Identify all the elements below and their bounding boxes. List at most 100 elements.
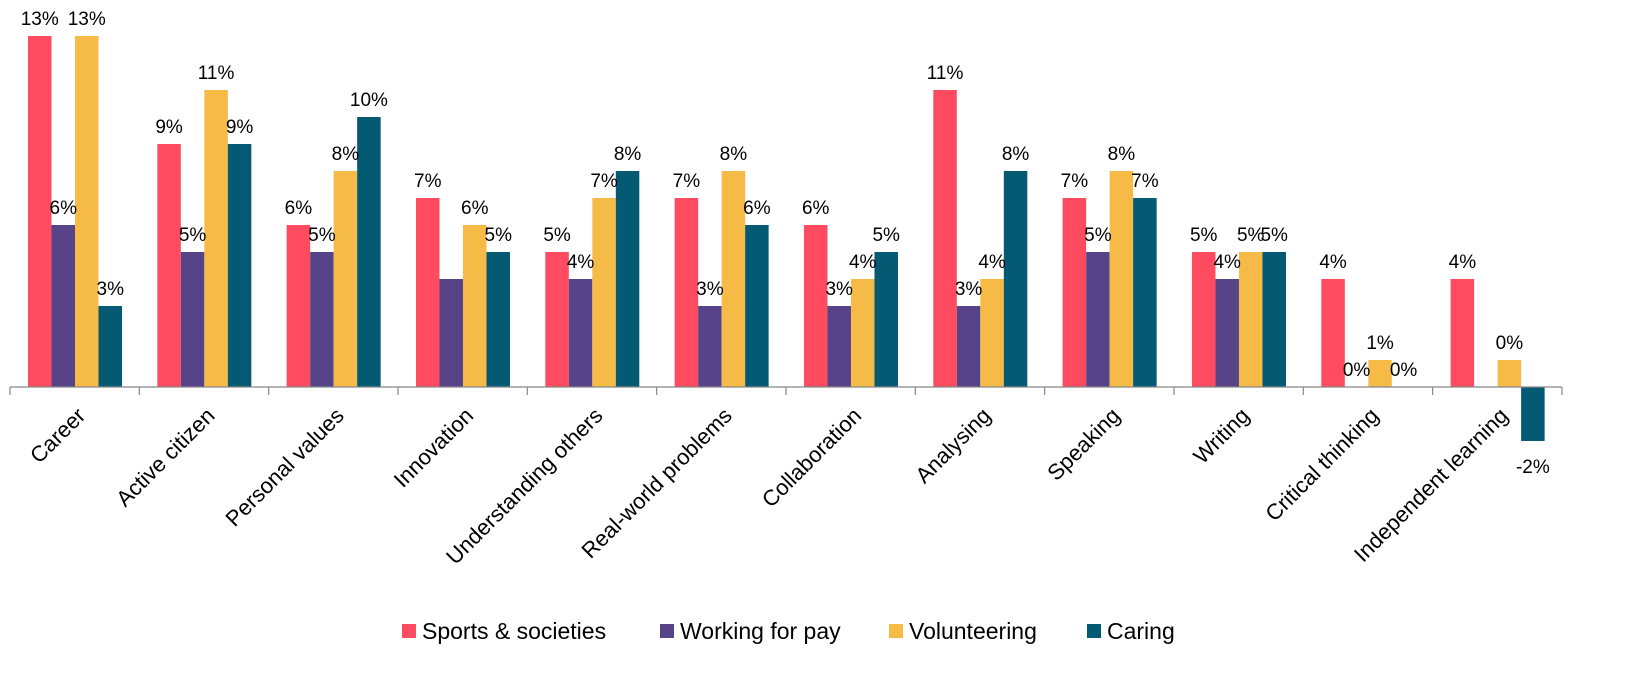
bar-working-for-pay-personal-values xyxy=(310,252,334,387)
bar-working-for-pay-analysing xyxy=(956,306,981,387)
x-tick-label-career: Career xyxy=(25,403,90,468)
data-label-sports-societies-critical-thinking: 4% xyxy=(1319,252,1347,273)
bar-sports-societies-collaboration xyxy=(803,225,828,387)
data-label-volunteering-collaboration: 4% xyxy=(849,252,877,273)
x-tick-label-analysing: Analysing xyxy=(910,403,995,488)
data-label-caring-writing: 5% xyxy=(1260,225,1288,246)
legend-label-caring: Caring xyxy=(1107,618,1175,644)
data-labels-layer: 13%9%6%7%5%7%6%11%7%5%4% 4%6%5% 5%4%3% 3% 3%… xyxy=(21,9,1550,478)
data-label-working-for-pay-active-citizen: 5% xyxy=(179,225,207,246)
data-label-caring-speaking: 7% xyxy=(1131,171,1159,192)
bar-working-for-pay-writing xyxy=(1215,279,1239,387)
bar-sports-societies-innovation xyxy=(415,198,440,387)
data-label-volunteering-innovation: 6% xyxy=(461,198,489,219)
bar-working-for-pay-real-world-problems xyxy=(698,306,722,387)
x-tick-label-personal-values: Personal values xyxy=(220,403,348,531)
bar-volunteering-personal-values xyxy=(333,171,358,387)
data-label-caring-personal-values: 10% xyxy=(350,90,388,111)
bar-caring-personal-values xyxy=(357,117,381,387)
data-label-sports-societies-personal-values: 6% xyxy=(285,198,313,219)
data-label-caring-real-world-problems: 6% xyxy=(743,198,771,219)
bar-sports-societies-writing xyxy=(1191,252,1216,387)
bar-volunteering-career xyxy=(75,36,99,387)
data-label-caring-analysing: 8% xyxy=(1002,144,1030,165)
bar-caring-independent-learning xyxy=(1521,387,1545,441)
bar-sports-societies-analysing xyxy=(933,90,957,387)
data-label-sports-societies-active-citizen: 9% xyxy=(155,117,183,138)
data-label-sports-societies-speaking: 7% xyxy=(1061,171,1089,192)
bar-volunteering-writing xyxy=(1238,252,1263,387)
bar-sports-societies-career xyxy=(28,36,52,387)
bar-volunteering-innovation xyxy=(462,225,487,387)
data-label-volunteering-critical-thinking: 1% xyxy=(1366,333,1394,354)
data-label-sports-societies-real-world-problems: 7% xyxy=(673,171,701,192)
bar-sports-societies-active-citizen xyxy=(157,144,181,387)
data-label-volunteering-active-citizen: 11% xyxy=(198,63,235,84)
x-axis: Career Active citizen Personal values Innov… xyxy=(9,386,1563,569)
bar-sports-societies-speaking xyxy=(1062,198,1087,387)
data-label-caring-career: 3% xyxy=(97,279,125,300)
bar-volunteering-independent-learning xyxy=(1497,360,1522,387)
data-label-volunteering-analysing: 4% xyxy=(978,252,1006,273)
x-tick-label-collaboration: Collaboration xyxy=(757,403,866,512)
data-label-working-for-pay-real-world-problems: 3% xyxy=(696,279,724,300)
legend-swatch-volunteering xyxy=(889,624,903,638)
bar-caring-understanding-others xyxy=(615,171,640,387)
data-label-sports-societies-independent-learning: 4% xyxy=(1449,252,1477,273)
bar-caring-collaboration xyxy=(874,252,898,387)
data-label-sports-societies-writing: 5% xyxy=(1190,225,1218,246)
data-label-working-for-pay-analysing: 3% xyxy=(955,279,983,300)
bar-caring-speaking xyxy=(1133,198,1157,387)
bar-working-for-pay-collaboration xyxy=(827,306,851,387)
legend-swatch-working-for-pay xyxy=(660,624,674,638)
bar-working-for-pay-understanding-others xyxy=(568,279,593,387)
data-label-sports-societies-understanding-others: 5% xyxy=(543,225,571,246)
data-label-volunteering-career: 13% xyxy=(68,9,106,30)
legend-swatch-caring xyxy=(1087,624,1101,638)
bar-sports-societies-critical-thinking xyxy=(1321,279,1345,387)
data-label-sports-societies-career: 13% xyxy=(21,9,59,30)
bar-caring-active-citizen xyxy=(227,144,252,387)
legend-swatch-sports-societies xyxy=(402,624,416,638)
data-label-working-for-pay-collaboration: 3% xyxy=(825,279,853,300)
data-label-working-for-pay-critical-thinking: 0% xyxy=(1343,360,1371,381)
bar-caring-innovation xyxy=(486,252,510,387)
data-label-volunteering-personal-values: 8% xyxy=(332,144,360,165)
data-label-volunteering-independent-learning: 0% xyxy=(1496,333,1524,354)
bar-working-for-pay-career xyxy=(51,225,75,387)
data-label-sports-societies-analysing: 11% xyxy=(927,63,964,84)
data-label-sports-societies-innovation: 7% xyxy=(414,171,442,192)
bar-caring-real-world-problems xyxy=(745,225,769,387)
legend-label-sports-societies: Sports & societies xyxy=(422,618,606,644)
bars-layer xyxy=(28,36,1545,441)
data-label-caring-critical-thinking: 0% xyxy=(1390,360,1418,381)
bar-working-for-pay-active-citizen xyxy=(180,252,205,387)
x-tick-label-speaking: Speaking xyxy=(1042,403,1125,486)
legend: Sports & societies Working for pay Volunte… xyxy=(402,618,1175,644)
bar-sports-societies-real-world-problems xyxy=(674,198,699,387)
data-label-sports-societies-collaboration: 6% xyxy=(802,198,830,219)
bar-caring-analysing xyxy=(1003,171,1028,387)
x-tick-label-writing: Writing xyxy=(1188,403,1254,469)
data-label-working-for-pay-speaking: 5% xyxy=(1084,225,1112,246)
bar-volunteering-real-world-problems xyxy=(721,171,746,387)
bar-sports-societies-understanding-others xyxy=(545,252,569,387)
bar-volunteering-speaking xyxy=(1109,171,1134,387)
data-label-caring-active-citizen: 9% xyxy=(226,117,254,138)
data-label-volunteering-real-world-problems: 8% xyxy=(720,144,748,165)
x-tick-label-innovation: Innovation xyxy=(389,403,478,492)
data-label-caring-innovation: 5% xyxy=(485,225,513,246)
data-label-volunteering-speaking: 8% xyxy=(1108,144,1136,165)
data-label-volunteering-writing: 5% xyxy=(1237,225,1265,246)
bar-sports-societies-personal-values xyxy=(286,225,311,387)
bar-caring-career xyxy=(98,306,122,387)
bar-working-for-pay-innovation xyxy=(439,279,463,387)
data-label-working-for-pay-understanding-others: 4% xyxy=(567,252,595,273)
legend-label-volunteering: Volunteering xyxy=(909,618,1037,644)
data-label-volunteering-understanding-others: 7% xyxy=(590,171,618,192)
bar-sports-societies-independent-learning xyxy=(1450,279,1475,387)
data-label-working-for-pay-personal-values: 5% xyxy=(308,225,336,246)
bar-volunteering-critical-thinking xyxy=(1368,360,1392,387)
data-label-working-for-pay-career: 6% xyxy=(50,198,78,219)
